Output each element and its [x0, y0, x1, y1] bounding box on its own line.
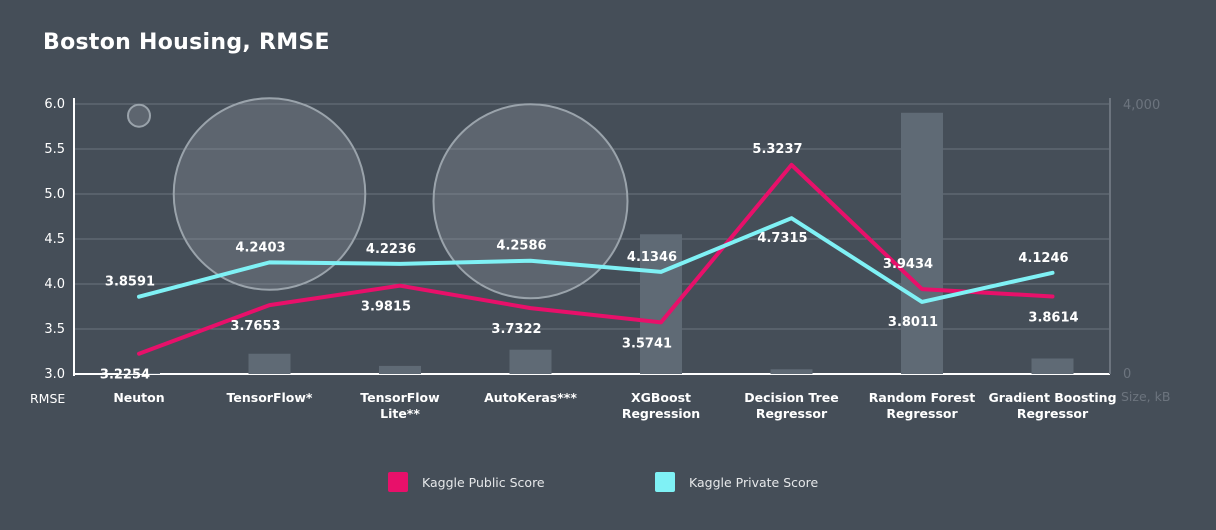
x-tick-label: XGBoost Regression	[622, 390, 700, 421]
public-score-label: 3.8614	[1028, 310, 1078, 325]
y-tick-label: 4.5	[44, 232, 65, 247]
x-tick-label-line: Neuton	[113, 390, 164, 405]
x-tick-label-line: Regressor	[756, 406, 828, 421]
private-score-label: 4.1346	[627, 250, 677, 265]
x-tick-label: Gradient Boosting Regressor	[988, 390, 1116, 421]
x-tick-label-line: Gradient Boosting	[988, 390, 1116, 405]
private-score-label: 4.1246	[1018, 251, 1068, 266]
public-score-label: 3.5741	[622, 336, 672, 351]
y-tick-label: 3.0	[44, 367, 65, 382]
public-score-label: 3.7653	[230, 319, 280, 334]
public-score-label: 3.7322	[491, 322, 541, 337]
size-bar	[1032, 358, 1074, 374]
size-bar	[771, 369, 813, 374]
x-tick-label-line: AutoKeras***	[484, 390, 577, 405]
private-score-label: 3.8591	[105, 275, 155, 290]
size-bar	[379, 366, 421, 374]
y2-tick-label: 0	[1123, 367, 1131, 382]
x-tick-label-line: Regressor	[1017, 406, 1089, 421]
y-tick-label: 6.0	[44, 97, 65, 112]
x-tick-label-line: Decision Tree	[744, 390, 838, 405]
x-tick-label-line: TensorFlow*	[227, 390, 313, 405]
private-score-label: 4.7315	[757, 231, 807, 246]
x-tick-label: TensorFlow*	[227, 390, 313, 405]
public-score-label: 3.2254	[100, 368, 150, 383]
x-tick-label-line: Regressor	[886, 406, 958, 421]
legend-item-public-score[interactable]: Kaggle Public Score	[388, 470, 545, 494]
x-tick-label: Decision Tree Regressor	[744, 390, 838, 421]
size-bubble	[434, 104, 628, 298]
public-score-label: 5.3237	[752, 142, 802, 157]
x-tick-label-line: Regression	[622, 406, 700, 421]
legend-label-private: Kaggle Private Score	[689, 475, 818, 490]
x-tick-label: AutoKeras***	[484, 390, 577, 405]
private-score-label: 3.8011	[888, 315, 938, 330]
public-score-label: 3.9815	[361, 300, 411, 315]
x-tick-label-line: Random Forest	[869, 390, 976, 405]
private-score-label: 4.2586	[496, 239, 546, 254]
x-tick-label: Random Forest Regressor	[869, 390, 976, 421]
size-bar	[510, 350, 552, 374]
private-score-label: 4.2403	[235, 240, 285, 255]
y-tick-label: 3.5	[44, 322, 65, 337]
x-tick-label-line: XGBoost	[631, 390, 691, 405]
x-tick-label: Neuton	[113, 390, 164, 405]
x-tick-label-line: TensorFlow	[360, 390, 440, 405]
size-bar	[249, 354, 291, 374]
legend-swatch-public	[388, 472, 408, 492]
size-bubble	[128, 105, 150, 127]
legend-label-public: Kaggle Public Score	[422, 475, 545, 490]
size-bubbles	[128, 98, 628, 298]
x-tick-label: TensorFlow Lite**	[360, 390, 440, 421]
y2-axis-title: Size, kB	[1121, 389, 1170, 404]
size-bar	[901, 113, 943, 374]
y-axis-title: RMSE	[30, 391, 65, 406]
y-tick-label: 4.0	[44, 277, 65, 292]
private-score-label: 4.2236	[366, 242, 416, 257]
public-score-label: 3.9434	[883, 257, 933, 272]
y-tick-label: 5.0	[44, 187, 65, 202]
x-tick-label-line: Lite**	[380, 406, 420, 421]
y-tick-label: 5.5	[44, 142, 65, 157]
y2-tick-label: 4,000	[1123, 98, 1160, 113]
legend-item-private-score[interactable]: Kaggle Private Score	[655, 470, 818, 494]
legend-swatch-private	[655, 472, 675, 492]
